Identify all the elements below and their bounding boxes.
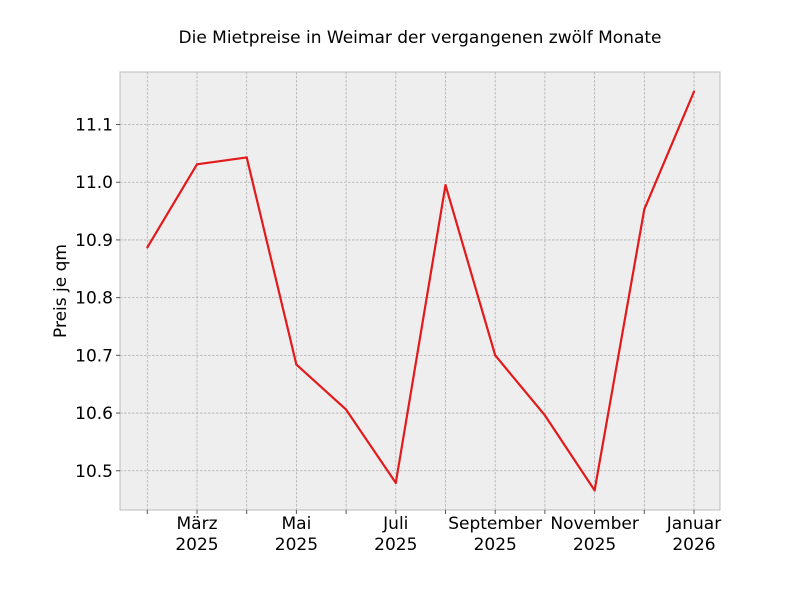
x-tick-label-year: 2026 [672,535,715,555]
data-point [643,208,646,211]
data-point [195,163,199,166]
y-tick-label: 10.6 [75,404,113,424]
data-point [494,354,497,357]
x-tick-label-year: 2025 [374,535,417,555]
series-layer [146,90,696,492]
data-point [692,90,696,93]
x-tick-label: November [550,514,638,534]
chart-title: Die Mietpreise in Weimar der vergangenen… [179,28,662,48]
y-tick-label: 10.8 [75,289,113,309]
data-point [345,408,348,411]
data-point [146,246,149,249]
data-point [245,156,248,159]
series-line [146,91,696,492]
y-tick-label: 10.5 [75,462,113,482]
x-tick-label: Mai [281,514,311,534]
y-axis-label: Preis je qm [51,244,71,338]
plot-frame [119,71,721,511]
x-tick-label: März [177,514,218,534]
grid-lines [120,72,720,510]
x-tick-label-year: 2025 [573,535,616,555]
y-axis: 10.5 10.6 10.7 10.8 10.9 11.0 11.1 [75,116,120,482]
x-tick-label-year: 2025 [175,535,218,555]
data-point [543,414,547,417]
data-point [593,489,596,492]
data-point [295,363,298,366]
x-tick-label-year: 2025 [275,535,318,555]
data-point [444,184,447,187]
data-point [394,481,397,484]
x-tick-label: September [448,514,542,534]
plot-area [120,72,720,510]
x-tick-label: Juli [382,514,408,534]
y-tick-label: 10.9 [75,231,113,251]
x-axis: März2025Mai2025Juli2025September2025Nove… [146,510,721,555]
y-tick-label: 11.1 [75,116,113,136]
x-tick-label-year: 2025 [474,535,517,555]
x-tick-label: Januar [666,514,721,534]
y-tick-label: 11.0 [75,173,113,193]
y-tick-label: 10.7 [75,346,113,366]
